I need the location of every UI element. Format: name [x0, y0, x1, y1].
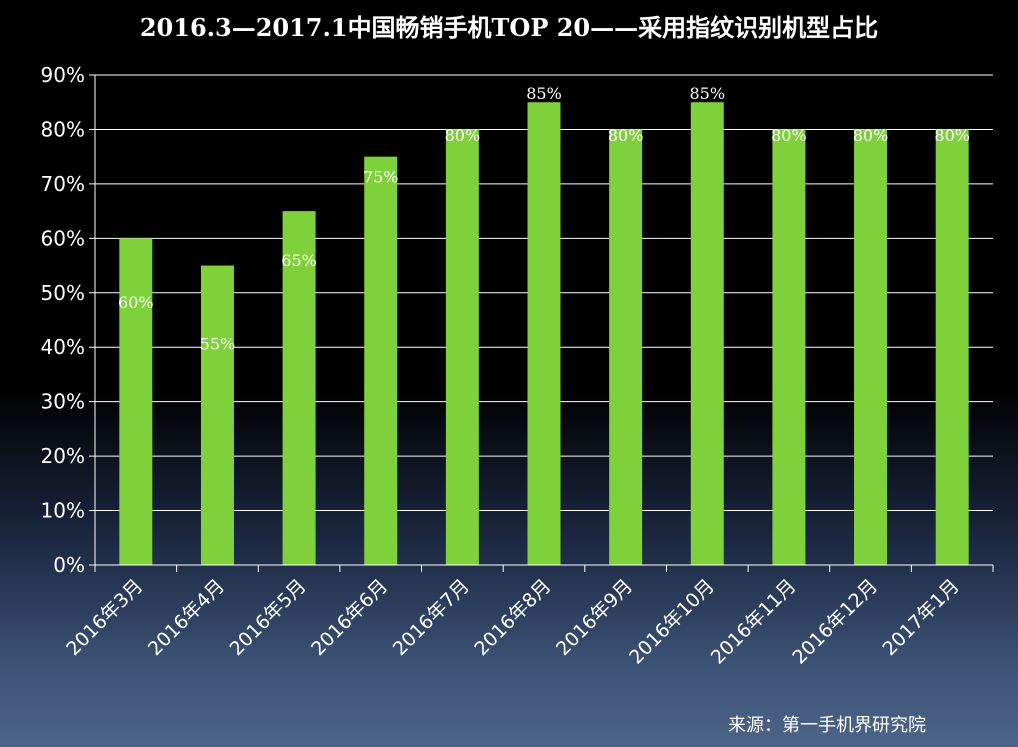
data-label: 60% [118, 293, 154, 312]
bar [527, 102, 561, 565]
y-tick-label: 30% [41, 390, 85, 414]
x-tick-label: 2016年6月 [307, 575, 392, 660]
data-label: 85% [689, 84, 725, 103]
bar [609, 129, 643, 565]
bar [364, 156, 398, 565]
bar [119, 238, 153, 566]
bar [935, 129, 969, 565]
data-label: 80% [445, 126, 481, 145]
bar [690, 102, 724, 565]
x-tick-label: 2016年4月 [144, 575, 229, 660]
source-note: 来源：第一手机界研究院 [728, 715, 926, 736]
data-label: 85% [526, 84, 562, 103]
x-tick-label: 2016年5月 [225, 575, 310, 660]
bars [119, 102, 969, 566]
y-tick-label: 0% [53, 553, 85, 577]
bar [772, 129, 806, 565]
x-tick-label: 2016年8月 [470, 575, 555, 660]
axes: 0%10%20%30%40%50%60%70%80%90%2016年3月2016… [41, 63, 994, 669]
x-tick-label: 2017年1月 [879, 575, 964, 660]
bar [854, 129, 888, 565]
x-tick-label: 2016年10月 [625, 575, 719, 669]
x-tick-label: 2016年7月 [389, 575, 474, 660]
x-tick-label: 2016年9月 [552, 575, 637, 660]
bar [200, 265, 234, 565]
bar [282, 211, 316, 565]
data-label: 65% [281, 251, 317, 270]
bar [445, 129, 479, 565]
y-tick-label: 20% [41, 444, 85, 468]
data-label: 80% [934, 126, 970, 145]
data-label: 75% [363, 168, 399, 187]
y-tick-label: 10% [41, 499, 85, 523]
data-label: 80% [771, 126, 807, 145]
chart-title: 2016.3—2017.1中国畅销手机TOP 20——采用指纹识别机型占比 [139, 13, 879, 42]
data-label: 80% [853, 126, 889, 145]
x-tick-label: 2016年3月 [62, 575, 147, 660]
y-tick-label: 40% [41, 335, 85, 359]
x-tick-label: 2016年12月 [788, 575, 882, 669]
data-labels: 60% 55% 65% 75% 80% 85% 80% 85% 80% 80% 80% [118, 84, 970, 353]
y-tick-label: 50% [41, 281, 85, 305]
y-tick-label: 70% [41, 172, 85, 196]
data-label: 80% [608, 126, 644, 145]
data-label: 55% [200, 335, 236, 354]
x-tick-label: 2016年11月 [707, 575, 801, 669]
y-tick-label: 90% [41, 63, 85, 87]
y-tick-label: 60% [41, 226, 85, 250]
y-tick-label: 80% [41, 117, 85, 141]
